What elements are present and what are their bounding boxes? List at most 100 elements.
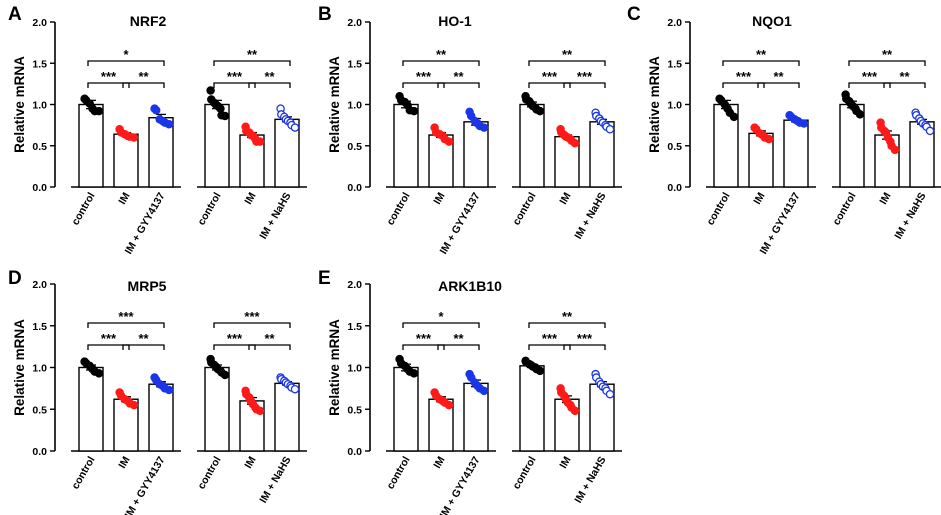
significance-label: *	[123, 47, 129, 62]
panel-letter: D	[8, 268, 22, 289]
significance-bracket	[528, 60, 606, 66]
significance-label: **	[453, 69, 464, 84]
data-point	[129, 400, 139, 410]
data-point	[570, 139, 580, 148]
significance-bracket	[722, 60, 800, 66]
y-tick-label: 1.5	[32, 321, 47, 333]
data-point	[151, 106, 161, 115]
x-tick-label: control	[704, 190, 732, 227]
x-tick-label: IM	[116, 190, 132, 206]
significance-bracket	[213, 322, 291, 328]
y-tick-label: 1.5	[347, 321, 362, 333]
y-tick-label: 0.0	[347, 182, 362, 194]
significance-label: **	[756, 47, 767, 62]
significance-label: ***	[416, 69, 432, 84]
y-tick-label: 0.0	[347, 446, 362, 458]
y-tick-label: 0.0	[667, 182, 682, 194]
data-point	[479, 386, 489, 396]
significance-label: **	[899, 69, 910, 84]
panel-d: D MRP5 Relative mRNA 0.0 0.5 1.0 1.5 2.0 control…	[8, 268, 307, 515]
significance-bracket	[402, 322, 480, 328]
x-tick-label: IM	[557, 454, 573, 470]
data-point	[129, 133, 139, 142]
significance-label: **	[264, 331, 275, 346]
significance-bracket	[528, 82, 571, 88]
significance-bracket	[722, 82, 765, 88]
significance-label: ***	[101, 331, 117, 346]
x-tick-label: control	[69, 190, 97, 227]
bar	[783, 119, 809, 188]
data-point	[220, 111, 230, 121]
data-point	[444, 400, 454, 410]
data-point	[409, 369, 419, 378]
bar	[393, 366, 419, 452]
y-axis-label: Relative mRNA	[327, 56, 342, 153]
x-tick-label: IM	[431, 454, 447, 470]
data-point	[206, 86, 215, 95]
x-tick-label: IM + NaHS	[572, 455, 608, 506]
bar	[78, 366, 104, 452]
y-tick-label: 0.0	[32, 446, 47, 458]
data-point	[570, 406, 580, 416]
x-tick-label: IM + NaHS	[257, 191, 293, 242]
data-point	[444, 137, 454, 146]
significance-bracket	[528, 344, 571, 350]
x-tick-label: control	[384, 454, 412, 491]
bar	[274, 382, 300, 452]
x-tick-label: IM	[242, 190, 258, 206]
panel-a: A NRF2 Relative mRNA 0.0 0.5 1.0 1.5 2.0 control…	[8, 4, 307, 256]
data-point	[890, 145, 900, 155]
y-tick-label: 1.0	[667, 100, 682, 112]
significance-bracket	[122, 82, 165, 88]
x-tick-label: IM	[751, 190, 767, 206]
x-tick-label: control	[69, 454, 97, 491]
data-point	[290, 384, 300, 394]
significance-bracket	[213, 82, 256, 88]
significance-bracket	[437, 344, 480, 350]
y-tick-label: 2.0	[667, 17, 682, 29]
x-tick-label: IM	[557, 190, 573, 206]
y-tick-label: 0.5	[667, 141, 682, 153]
bar	[519, 365, 545, 452]
significance-bracket	[87, 60, 165, 66]
significance-label: **	[247, 47, 258, 62]
panel-letter: B	[318, 4, 332, 25]
x-tick-label: IM	[431, 190, 447, 206]
data-point	[94, 369, 104, 378]
significance-bracket	[248, 82, 291, 88]
significance-label: **	[882, 47, 893, 62]
y-tick-label: 1.5	[347, 58, 362, 70]
significance-bracket	[213, 60, 291, 66]
y-tick-label: 0.5	[32, 141, 47, 153]
bar	[393, 103, 419, 188]
significance-bracket	[213, 344, 256, 350]
significance-bracket	[248, 344, 291, 350]
significance-bracket	[757, 82, 800, 88]
data-point	[799, 119, 809, 128]
x-tick-label: IM + NaHS	[572, 191, 608, 242]
significance-label: **	[138, 331, 149, 346]
significance-bracket	[848, 60, 926, 66]
chart-title: NQO1	[752, 13, 792, 29]
y-tick-label: 2.0	[347, 279, 362, 291]
x-tick-label: control	[195, 190, 223, 227]
significance-label: ***	[118, 309, 134, 324]
y-tick-label: 1.0	[32, 363, 47, 375]
panel-letter: A	[8, 4, 22, 25]
significance-label: ***	[577, 69, 593, 84]
data-point	[255, 406, 265, 416]
data-point	[164, 385, 174, 395]
y-tick-label: 2.0	[347, 17, 362, 29]
x-tick-label: IM	[242, 454, 258, 470]
x-tick-label: IM	[877, 190, 893, 206]
chart-title: MRP5	[128, 278, 167, 294]
significance-label: ***	[416, 331, 432, 346]
data-point	[479, 123, 489, 132]
data-point	[764, 134, 774, 144]
significance-bracket	[563, 344, 606, 350]
x-tick-label: IM + NaHS	[892, 191, 928, 242]
significance-label: **	[562, 309, 573, 324]
data-point	[220, 370, 230, 380]
y-tick-label: 0.5	[347, 404, 362, 416]
